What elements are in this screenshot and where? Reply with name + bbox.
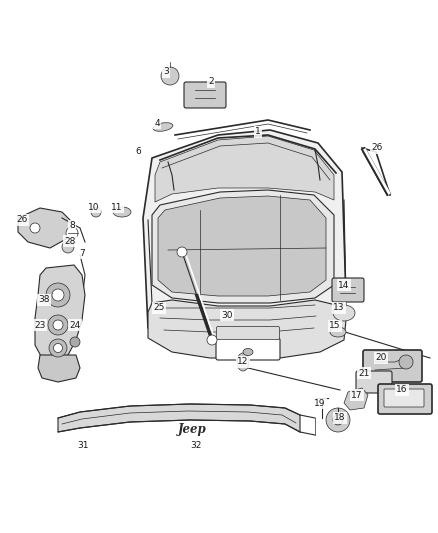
Circle shape <box>52 289 64 301</box>
Polygon shape <box>158 196 326 296</box>
FancyBboxPatch shape <box>332 278 364 302</box>
Ellipse shape <box>113 207 131 217</box>
Circle shape <box>177 247 187 257</box>
Circle shape <box>49 339 67 357</box>
FancyBboxPatch shape <box>363 350 422 382</box>
Text: Jeep: Jeep <box>178 424 206 437</box>
FancyBboxPatch shape <box>384 389 424 407</box>
Text: 10: 10 <box>88 203 100 212</box>
Text: 11: 11 <box>111 203 123 212</box>
Text: 15: 15 <box>329 321 341 330</box>
Text: 2: 2 <box>208 77 214 86</box>
Circle shape <box>70 337 80 347</box>
Text: 3: 3 <box>163 68 169 77</box>
Ellipse shape <box>153 123 173 131</box>
Circle shape <box>66 227 78 239</box>
Text: 8: 8 <box>69 222 75 230</box>
Text: 14: 14 <box>338 280 350 289</box>
Circle shape <box>207 335 217 345</box>
Text: 32: 32 <box>191 440 201 449</box>
Text: 30: 30 <box>221 311 233 319</box>
FancyBboxPatch shape <box>356 371 392 393</box>
Ellipse shape <box>330 327 346 337</box>
Polygon shape <box>152 190 334 303</box>
Circle shape <box>62 241 74 253</box>
Text: 19: 19 <box>314 399 326 408</box>
Circle shape <box>53 320 63 330</box>
Text: 17: 17 <box>351 391 363 400</box>
Circle shape <box>333 415 343 425</box>
Text: 25: 25 <box>153 303 165 312</box>
Text: 4: 4 <box>154 118 160 127</box>
Text: 28: 28 <box>64 237 76 246</box>
Text: 26: 26 <box>16 215 28 224</box>
Text: 18: 18 <box>334 414 346 423</box>
Text: 23: 23 <box>34 320 46 329</box>
Text: 38: 38 <box>38 295 50 304</box>
Circle shape <box>161 67 179 85</box>
FancyBboxPatch shape <box>378 384 432 414</box>
Polygon shape <box>344 388 368 410</box>
Ellipse shape <box>237 353 249 371</box>
Circle shape <box>91 207 101 217</box>
Circle shape <box>399 355 413 369</box>
Text: 31: 31 <box>77 441 89 450</box>
Text: 1: 1 <box>255 127 261 136</box>
Polygon shape <box>58 404 300 432</box>
FancyBboxPatch shape <box>216 338 280 360</box>
Polygon shape <box>35 265 85 362</box>
Polygon shape <box>38 355 80 382</box>
Text: 13: 13 <box>333 303 345 312</box>
FancyBboxPatch shape <box>216 327 279 340</box>
Circle shape <box>53 343 63 352</box>
Circle shape <box>48 315 68 335</box>
Text: 21: 21 <box>358 368 370 377</box>
Text: 20: 20 <box>375 353 387 362</box>
Text: 26: 26 <box>371 143 383 152</box>
Text: 16: 16 <box>396 385 408 394</box>
Circle shape <box>46 283 70 307</box>
Polygon shape <box>143 130 346 352</box>
Text: 24: 24 <box>69 320 81 329</box>
Ellipse shape <box>243 349 253 356</box>
Ellipse shape <box>333 305 355 321</box>
Text: 12: 12 <box>237 358 249 367</box>
Polygon shape <box>18 208 72 248</box>
Text: 7: 7 <box>79 248 85 257</box>
Polygon shape <box>155 136 334 202</box>
Circle shape <box>30 223 40 233</box>
Text: 6: 6 <box>135 148 141 157</box>
Circle shape <box>326 408 350 432</box>
FancyBboxPatch shape <box>184 82 226 108</box>
Polygon shape <box>148 300 346 358</box>
